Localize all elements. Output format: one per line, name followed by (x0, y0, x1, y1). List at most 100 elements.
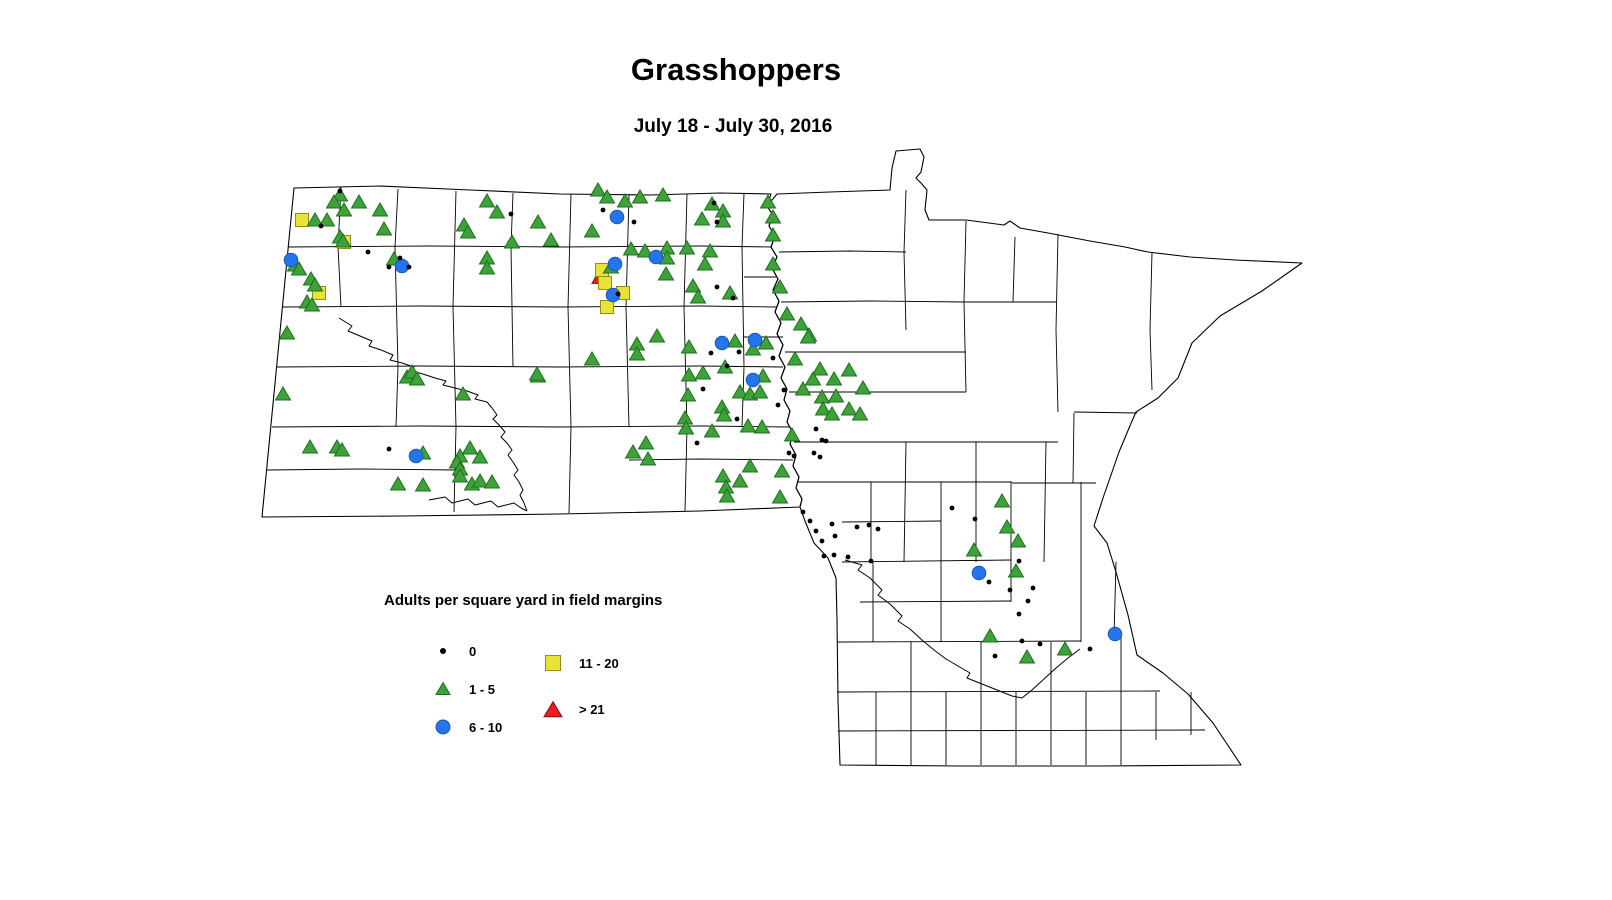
black-dot-glyph (440, 648, 446, 654)
marker-black-dot (694, 440, 700, 446)
marker-blue-circle (408, 448, 424, 464)
marker-green-triangle (589, 181, 607, 197)
marker-green-triangle (714, 212, 732, 228)
marker-black-dot (791, 453, 797, 459)
marker-green-triangle (677, 419, 695, 435)
marker-green-triangle (840, 361, 858, 377)
marker-green-triangle (825, 370, 843, 386)
marker-green-triangle (616, 192, 634, 208)
marker-green-triangle (306, 211, 324, 227)
marker-black-dot (1037, 641, 1043, 647)
marker-black-dot (992, 653, 998, 659)
marker-green-triangle (811, 360, 829, 376)
marker-green-triangle (375, 220, 393, 236)
red-triangle-icon (543, 700, 563, 718)
black-dot-icon (440, 648, 446, 654)
page-subtitle: July 18 - July 30, 2016 (633, 116, 833, 137)
marker-green-triangle (454, 385, 472, 401)
marker-green-triangle (965, 541, 983, 557)
marker-green-triangle (703, 422, 721, 438)
marker-green-triangle (488, 203, 506, 219)
marker-green-triangle (303, 296, 321, 312)
marker-green-triangle (598, 188, 616, 204)
marker-black-dot (1007, 587, 1013, 593)
marker-black-dot (708, 350, 714, 356)
marker-green-triangle (622, 240, 640, 256)
marker-black-dot (1030, 585, 1036, 591)
rivers (338, 317, 1081, 699)
marker-green-triangle (753, 418, 771, 434)
marker-green-triangle (744, 340, 762, 356)
marker-green-triangle (639, 450, 657, 466)
marker-black-dot (875, 526, 881, 532)
marker-black-dot (854, 524, 860, 530)
marker-green-triangle (1009, 532, 1027, 548)
marker-blue-circle (745, 372, 761, 388)
marker-green-triangle (371, 201, 389, 217)
legend-item-label: 1 - 5 (469, 681, 496, 697)
marker-green-triangle (461, 439, 479, 455)
minnesota-outline (766, 148, 1303, 767)
marker-green-triangle (794, 380, 812, 396)
marker-green-triangle (778, 305, 796, 321)
green-triangle-glyph (435, 681, 451, 696)
marker-black-dot (386, 446, 392, 452)
marker-green-triangle (290, 260, 308, 276)
marker-green-triangle (408, 370, 426, 386)
marker-green-triangle (993, 492, 1011, 508)
marker-black-dot (781, 387, 787, 393)
marker-green-triangle (679, 386, 697, 402)
legend-item-over-21: > 21 (539, 695, 605, 723)
marker-black-dot (365, 249, 371, 255)
marker-green-triangle (624, 443, 642, 459)
marker-black-dot (508, 211, 514, 217)
marker-black-dot (711, 200, 717, 206)
marker-black-dot (775, 402, 781, 408)
marker-green-triangle (799, 328, 817, 344)
marker-green-triangle (478, 259, 496, 275)
marker-black-dot (1025, 598, 1031, 604)
marker-green-triangle (981, 627, 999, 643)
marker-black-dot (714, 284, 720, 290)
marker-green-triangle (648, 327, 666, 343)
marker-green-triangle (757, 334, 775, 350)
survey-markers-layer (274, 181, 1123, 664)
marker-blue-circle (394, 258, 410, 274)
marker-blue-circle (648, 249, 664, 265)
marker-black-dot (318, 223, 324, 229)
marker-green-triangle (680, 338, 698, 354)
marker-green-triangle (451, 467, 469, 483)
green-triangle-icon (435, 681, 451, 696)
marker-blue-circle (283, 252, 299, 268)
marker-green-triangle (301, 438, 319, 454)
marker-black-dot (730, 295, 736, 301)
marker-green-triangle (333, 441, 351, 457)
red-triangle-glyph (543, 700, 563, 718)
marker-black-dot (724, 363, 730, 369)
marker-green-triangle (689, 288, 707, 304)
marker-black-dot (819, 538, 825, 544)
marker-black-dot (868, 558, 874, 564)
marker-green-triangle (678, 239, 696, 255)
marker-green-triangle (331, 186, 349, 202)
marker-blue-circle (607, 256, 623, 272)
marker-green-triangle (718, 487, 736, 503)
marker-green-triangle (1018, 648, 1036, 664)
marker-green-triangle (654, 186, 672, 202)
blue-circle-glyph (435, 719, 451, 735)
marker-black-dot (819, 437, 825, 443)
marker-green-triangle (684, 277, 702, 293)
marker-black-dot (1019, 638, 1025, 644)
marker-black-dot (406, 264, 412, 270)
marker-green-triangle (483, 473, 501, 489)
marker-yellow-square (598, 276, 612, 290)
marker-green-triangle (694, 364, 712, 380)
marker-yellow-square (600, 300, 614, 314)
marker-green-triangle (542, 231, 560, 247)
marker-black-dot (386, 264, 392, 270)
marker-black-dot (714, 219, 720, 225)
marker-green-triangle (854, 379, 872, 395)
marker-green-triangle (726, 332, 744, 348)
